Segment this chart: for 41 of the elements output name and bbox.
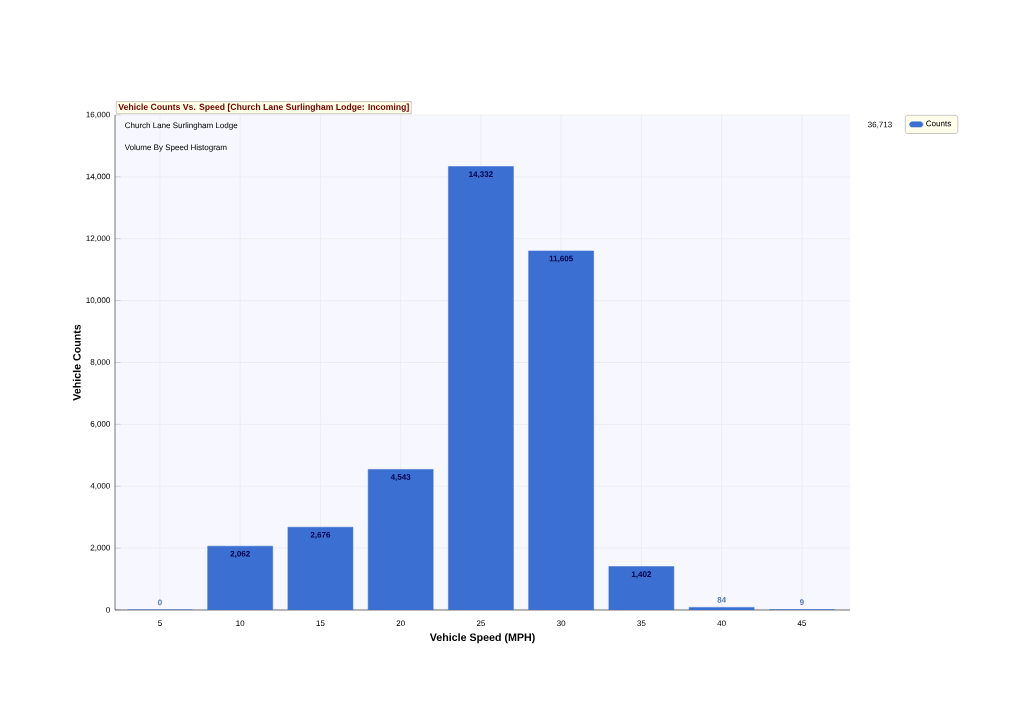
y-tick-label: 4,000 xyxy=(90,482,110,490)
bar xyxy=(448,166,514,610)
y-tick-label: 14,000 xyxy=(86,173,110,181)
bar xyxy=(688,607,755,610)
x-tick-label: 40 xyxy=(717,620,726,627)
x-tick-label: 10 xyxy=(236,620,245,627)
chart-title: Vehicle Counts Vs. Speed [Church Lane Surlingham Lodge: Incoming] xyxy=(118,103,409,112)
data-label: 11,605 xyxy=(549,255,573,263)
x-tick-label: 45 xyxy=(797,620,806,626)
data-label: 0 xyxy=(158,599,162,606)
y-tick-label: 2,000 xyxy=(90,544,110,552)
y-axis-title: Vehicle Counts xyxy=(72,324,81,401)
bar xyxy=(608,566,675,610)
data-label: 1,402 xyxy=(631,571,652,579)
x-tick-label: 5 xyxy=(158,620,162,626)
bar xyxy=(287,526,354,610)
annotation: Volume By Speed Histogram xyxy=(124,144,227,152)
data-label: 4,543 xyxy=(390,474,411,481)
text: Church Lane Surlingham Lodge xyxy=(125,122,238,130)
y-tick-label: 8,000 xyxy=(90,359,110,366)
y-tick-label: 6,000 xyxy=(90,421,110,428)
y-tick-label: 0 xyxy=(106,607,110,613)
x-tick-label: 25 xyxy=(476,620,486,627)
bar xyxy=(367,469,434,610)
x-tick-label: 20 xyxy=(396,620,405,627)
text: 36,713 xyxy=(868,121,892,129)
y-tick-label: 10,000 xyxy=(86,297,110,304)
y-tick-label: 16,000 xyxy=(86,111,110,119)
data-label: 84 xyxy=(717,597,727,603)
data-label: 9 xyxy=(799,599,804,605)
legend-label: Counts xyxy=(926,120,951,127)
data-label: 2,062 xyxy=(230,550,250,558)
x-axis-title: Vehicle Speed (MPH) xyxy=(429,633,535,644)
y-tick-label: 12,000 xyxy=(86,235,110,243)
data-label: 14,332 xyxy=(469,171,493,179)
bar xyxy=(528,250,594,610)
x-tick-label: 15 xyxy=(316,620,325,626)
x-tick-label: 30 xyxy=(557,620,566,627)
data-label: 2,676 xyxy=(310,531,331,539)
bar xyxy=(207,545,273,610)
x-tick-label: 35 xyxy=(637,620,646,627)
